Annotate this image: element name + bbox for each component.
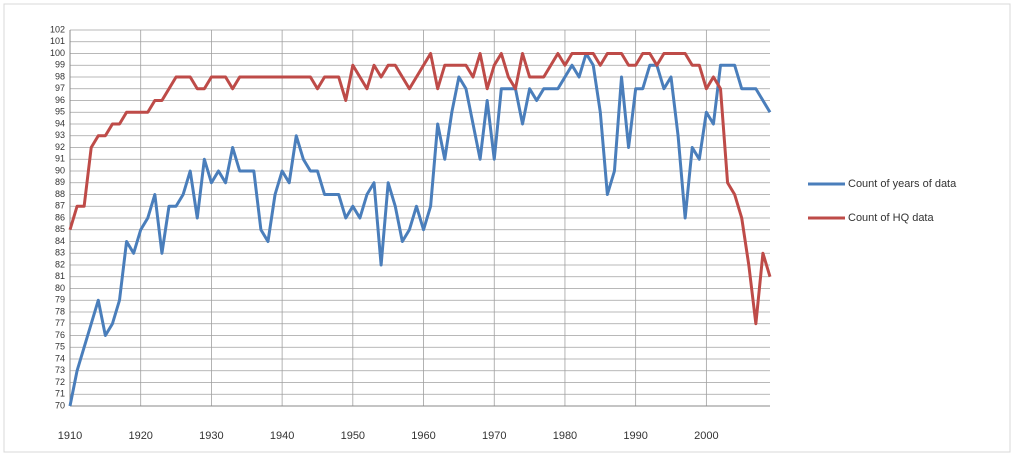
- y-tick-label: 80: [55, 283, 65, 293]
- y-tick-label: 96: [55, 95, 65, 105]
- y-tick-label: 79: [55, 295, 65, 305]
- y-tick-label: 71: [55, 389, 65, 399]
- y-tick-label: 70: [55, 400, 65, 410]
- y-tick-label: 78: [55, 306, 65, 316]
- y-tick-label: 86: [55, 212, 65, 222]
- y-tick-label: 73: [55, 365, 65, 375]
- y-tick-label: 97: [55, 83, 65, 93]
- y-tick-label: 72: [55, 377, 65, 387]
- y-tick-label: 98: [55, 71, 65, 81]
- y-tick-label: 76: [55, 330, 65, 340]
- x-tick-label: 1960: [411, 430, 435, 442]
- y-tick-label: 83: [55, 248, 65, 258]
- y-tick-label: 89: [55, 177, 65, 187]
- legend-label: Count of years of data: [848, 178, 957, 190]
- data-line: [68, 52, 772, 326]
- data-line: [68, 52, 772, 407]
- y-tick-label: 82: [55, 259, 65, 269]
- x-tick-label: 1910: [58, 430, 82, 442]
- y-tick-label: 88: [55, 189, 65, 199]
- y-tick-label: 95: [55, 107, 65, 117]
- y-tick-label: 99: [55, 60, 65, 70]
- x-tick-label: 1970: [482, 430, 506, 442]
- y-tick-label: 90: [55, 165, 65, 175]
- y-tick-label: 81: [55, 271, 65, 281]
- y-tick-label: 101: [50, 36, 65, 46]
- x-tick-label: 1990: [623, 430, 647, 442]
- chart-frame: [3, 3, 1011, 453]
- y-tick-label: 77: [55, 318, 65, 328]
- y-tick-label: 84: [55, 236, 65, 246]
- y-tick-label: 91: [55, 154, 65, 164]
- y-tick-label: 102: [50, 24, 65, 34]
- x-tick-label: 1940: [270, 430, 294, 442]
- y-tick-label: 87: [55, 201, 65, 211]
- x-tick-label: 1920: [128, 430, 152, 442]
- y-tick-label: 100: [50, 48, 65, 58]
- legend-label: Count of HQ data: [848, 212, 934, 224]
- x-tick-label: 1930: [199, 430, 223, 442]
- y-tick-label: 74: [55, 353, 65, 363]
- y-tick-label: 75: [55, 342, 65, 352]
- x-tick-label: 1980: [553, 430, 577, 442]
- x-tick-label: 2000: [694, 430, 718, 442]
- y-tick-label: 93: [55, 130, 65, 140]
- y-tick-label: 92: [55, 142, 65, 152]
- x-tick-label: 1950: [341, 430, 365, 442]
- y-tick-label: 85: [55, 224, 65, 234]
- y-tick-label: 94: [55, 118, 65, 128]
